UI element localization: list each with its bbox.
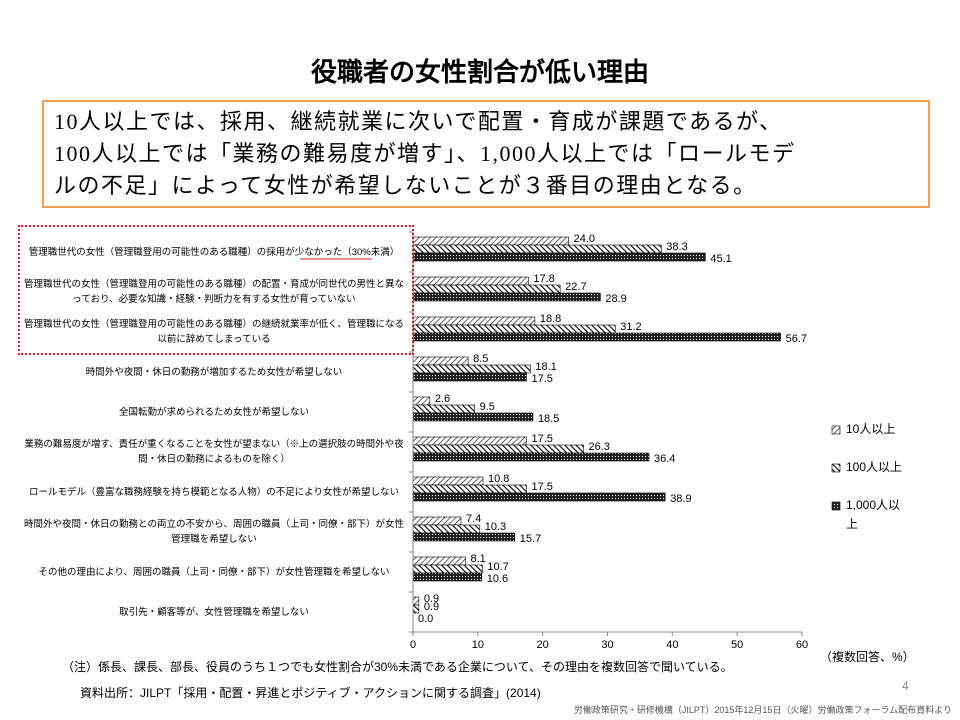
bar: [412, 436, 527, 446]
x-tick-label: 50: [731, 639, 743, 651]
category-label: ロールモデル（豊富な職務経験を持ち模範となる人物）の不足により女性が希望しない: [28, 486, 400, 498]
value-label: 10.8: [488, 473, 509, 485]
value-label: 0.0: [418, 613, 433, 625]
legend-label: 100人以上: [846, 460, 903, 474]
value-label: 10.7: [487, 561, 508, 573]
slide-title: 役職者の女性割合が低い理由: [310, 57, 649, 87]
bar: [412, 276, 529, 286]
category-label: 管理職世代の女性（管理職登用の可能性のある職種）の配置・育成が同世代の男性と異な…: [23, 279, 404, 305]
bar: [412, 516, 462, 526]
bar: [412, 444, 584, 454]
category-label: 全国転勤が求められるため女性が希望しない: [118, 406, 309, 418]
x-tick-label: 0: [410, 639, 416, 651]
bar: [412, 404, 475, 414]
callout-line: ルの不足」によって女性が希望しないことが３番目の理由となる。: [54, 173, 757, 198]
page-number: 4: [902, 679, 909, 693]
value-label: 38.9: [670, 493, 691, 505]
bar: [412, 236, 569, 246]
value-label: 28.9: [605, 293, 626, 305]
legend-swatch: [831, 463, 841, 473]
value-label: 38.3: [666, 241, 687, 253]
value-label: 18.1: [535, 361, 556, 373]
bar: [412, 564, 483, 574]
value-label: 17.8: [533, 273, 554, 285]
value-label: 7.4: [466, 513, 481, 525]
bar: [412, 252, 706, 262]
value-label: 31.2: [620, 321, 641, 333]
bar: [412, 316, 536, 326]
value-label: 15.7: [520, 533, 541, 545]
x-tick-label: 60: [796, 639, 808, 651]
source: 資料出所：JILPT「採用・配置・昇進とポジティブ・アクションに関する調査」(2…: [80, 686, 541, 700]
value-label: 8.1: [471, 553, 486, 565]
bar: [412, 484, 527, 494]
value-label: 22.7: [565, 281, 586, 293]
value-label: 8.5: [473, 353, 488, 365]
bar: [412, 604, 420, 614]
x-axis-label: （複数回答、%）: [820, 650, 915, 664]
value-label: 18.8: [540, 313, 561, 325]
legend-swatch: [831, 501, 841, 511]
category-label: 時間外や夜間・休日の勤務との両立の不安から、周囲の職員（上司・同僚・部下）が女性…: [24, 519, 404, 545]
bar: [412, 476, 484, 486]
value-label: 2.6: [435, 393, 450, 405]
highlight-box: [18, 225, 414, 355]
legend-label: 10人以上: [846, 422, 896, 436]
bar: [412, 284, 561, 294]
legend-label: 1,000人以上: [846, 498, 901, 531]
callout-line: 10人以上では、採用、継続就業に次いで配置・育成が課題であるが、: [54, 109, 783, 134]
callout-line: 100人以上では「業務の難易度が増す」、1,000人以上では「ロールモデ: [54, 141, 796, 166]
callout-box: 10人以上では、採用、継続就業に次いで配置・育成が課題であるが、 100人以上で…: [42, 100, 930, 208]
bar: [412, 452, 650, 462]
value-label: 18.5: [538, 413, 559, 425]
x-tick-label: 40: [666, 639, 678, 651]
note: （注）係長、課長、部長、役員のうち１つでも女性割合が30%未満である企業について…: [62, 660, 733, 674]
bar: [412, 572, 483, 582]
value-label: 36.4: [654, 453, 675, 465]
bar: [412, 556, 466, 566]
category-label: 時間外や夜間・休日の勤務が増加するため女性が希望しない: [85, 366, 343, 378]
legend-swatch: [831, 425, 841, 435]
bar: [412, 532, 516, 542]
value-label: 17.5: [531, 481, 552, 493]
value-label: 0.9: [424, 601, 439, 613]
bar: [412, 596, 420, 606]
bar: [412, 356, 469, 366]
bar: [412, 332, 781, 342]
category-label: その他の理由により、周囲の職員（上司・同僚・部下）が女性管理職を希望しない: [38, 566, 390, 578]
bar: [412, 324, 616, 334]
bar: [412, 492, 666, 502]
category-label: 取引先・顧客等が、女性管理職を希望しない: [119, 606, 309, 618]
bar: [412, 244, 662, 254]
category-label: 業務の難易度が増す、責任が重くなることを女性が望まない（※上の選択肢の時間外や夜…: [24, 439, 404, 465]
bar: [412, 412, 534, 422]
value-label: 9.5: [480, 401, 495, 413]
value-label: 24.0: [574, 233, 595, 245]
x-tick-label: 10: [472, 639, 484, 651]
category-label: 管理職世代の女性（管理職登用の可能性のある職種）の採用が少なかった（30%未満）: [28, 246, 400, 258]
value-label: 10.3: [485, 521, 506, 533]
value-label: 17.5: [531, 433, 552, 445]
value-label: 26.3: [589, 441, 610, 453]
credit: 労働政策研究・研修機構（JILPT）2015年12月15日（火曜）労働政策フォー…: [573, 705, 952, 715]
bar: [412, 292, 601, 302]
value-label: 45.1: [710, 253, 731, 265]
x-tick-label: 20: [537, 639, 549, 651]
bar: [412, 364, 531, 374]
category-label: 管理職世代の女性（管理職登用の可能性のある職種）の継続就業率が低く、管理職になる…: [23, 319, 404, 345]
value-label: 0.9: [424, 593, 439, 605]
bar: [412, 524, 481, 534]
bar: [412, 372, 527, 382]
value-label: 56.7: [786, 333, 807, 345]
value-label: 10.6: [487, 573, 508, 585]
bar: [412, 396, 431, 406]
value-label: 17.5: [531, 373, 552, 385]
x-tick-label: 30: [601, 639, 613, 651]
